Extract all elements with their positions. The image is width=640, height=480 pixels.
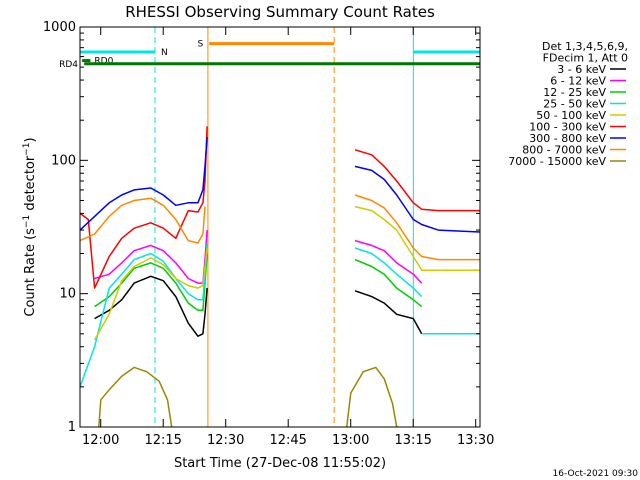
y-tick-label-100: 100 [51,153,76,168]
y-tick-label-1000: 1000 [43,20,76,35]
annotation-label-n: N [161,48,168,58]
series-line-2-segment-1 [354,258,423,308]
y-tick-label-1: 1 [68,420,76,435]
x-axis: 12:00 12:15 12:30 12:45 13:00 13:15 13:30 [82,27,494,448]
legend-entry-7: 800 - 7000 keV [522,144,606,157]
legend-entry-8: 7000 - 15000 keV [508,155,606,168]
x-axis-label: Start Time (27-Dec-08 11:55:02) [174,456,386,471]
legend: Det 1,3,4,5,6,9,FDecim 1, Att 03 - 6 keV… [508,40,628,168]
annotation-label-rd0: RD0 [94,57,113,67]
y-tick-label-10: 10 [59,287,76,302]
footer-date: 16-Oct-2021 09:30 [553,469,639,479]
series-line-1-segment-0 [94,230,208,284]
annotation-label-rd4: RD4 [59,60,78,70]
series-line-4-segment-1 [354,205,480,271]
series-line-8-segment-0 [98,366,173,428]
y-axis: 1 10 100 1000 [43,20,480,435]
series-line-7-segment-1 [354,194,480,261]
legend-header-1: FDecim 1, Att 0 [543,52,628,65]
series-line-0-segment-0 [94,275,208,337]
series-line-5-segment-0 [79,126,208,289]
chart-title: RHESSI Observing Summary Count Rates [125,3,435,21]
series-line-0-segment-1 [354,290,423,335]
series-line-6-segment-1 [354,165,481,233]
legend-entry-4: 50 - 100 keV [536,109,606,122]
legend-header-0: Det 1,3,4,5,6,9, [542,40,628,53]
y-axis-label-main: Count Rate (s [23,228,38,317]
x-tick-label-1230: 12:30 [207,433,244,448]
series-line-3-segment-1 [354,247,423,298]
series-line-4-segment-0 [93,247,208,341]
series-line-8-segment-1 [345,366,398,428]
series-line-1-segment-1 [354,239,423,284]
y-axis-label: Count Rate (s−1 detector−1) [22,137,38,316]
y-axis-label-mid: detector [23,155,38,215]
series-line-5-segment-1 [354,149,480,212]
x-tick-label-1245: 12:45 [269,433,306,448]
plot-area: N S RD0 RD4 [59,27,481,428]
x-tick-label-1315: 13:15 [394,433,431,448]
legend-entry-2: 12 - 25 keV [543,86,606,99]
series-line-2-segment-0 [94,253,208,312]
y-axis-label-end: ) [23,137,38,142]
series-line-6-segment-0 [79,136,208,231]
y-axis-label-sup1: −1 [22,215,32,228]
plot-frame [79,26,481,428]
legend-entry-1: 6 - 12 keV [550,75,606,88]
x-tick-label-1215: 12:15 [144,433,181,448]
series-line-3-segment-0 [79,242,208,388]
x-tick-label-1330: 13:30 [457,433,494,448]
x-tick-label-1300: 13:00 [332,433,369,448]
series-line-7-segment-0 [79,197,206,244]
legend-entry-0: 3 - 6 keV [557,63,606,76]
legend-entry-5: 100 - 300 keV [529,121,606,134]
x-tick-label-1200: 12:00 [82,433,119,448]
legend-entry-6: 300 - 800 keV [529,132,606,145]
y-axis-label-sup2: −1 [22,142,32,155]
legend-entry-3: 25 - 50 keV [543,98,606,111]
annotation-label-s: S [197,40,203,50]
